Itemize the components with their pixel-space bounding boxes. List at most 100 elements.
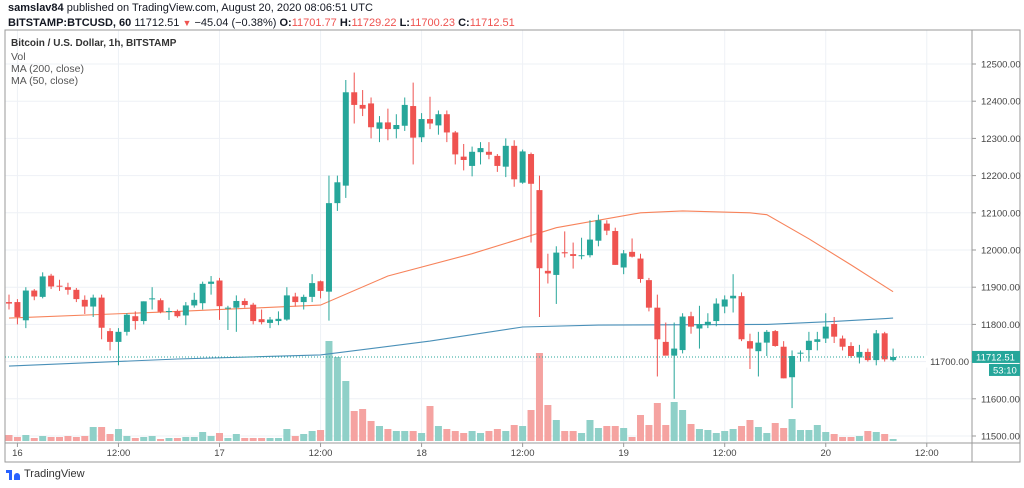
volume-bar [199, 432, 207, 441]
volume-bar [81, 436, 89, 441]
price-tick-label: 11500.00 [981, 432, 1020, 443]
volume-bar [594, 428, 602, 441]
candle-body [848, 345, 854, 357]
candle-body [342, 92, 349, 186]
moving-averages [8, 210, 894, 367]
candle-body [553, 252, 560, 275]
time-tick-label: 12:00 [107, 448, 131, 459]
candle-body [165, 311, 172, 313]
volume-bar [477, 433, 485, 441]
publish-text: published on TradingView.com, August 20,… [66, 2, 373, 14]
volume-bar [22, 435, 30, 441]
volume-bar [317, 430, 325, 441]
time-tick-label: 16 [12, 448, 23, 459]
volume-bar [291, 436, 299, 441]
candle-body [637, 258, 644, 280]
close-value: 11712.51 [469, 17, 515, 29]
candle-body [645, 280, 652, 308]
down-triangle-icon: ▼ [182, 18, 192, 28]
candle-body [603, 223, 610, 231]
volume-bar [64, 436, 72, 441]
legend-ma200[interactable]: MA (200, close) [11, 63, 84, 75]
candle-body [485, 151, 492, 155]
candle-body [738, 296, 745, 340]
volume-bar [98, 427, 106, 441]
volume-bar [409, 431, 417, 441]
candle-body [435, 114, 442, 126]
volume-bar [165, 438, 173, 441]
price-tick-label: 12100.00 [981, 208, 1021, 219]
volume-bar [148, 436, 156, 441]
legend-vol[interactable]: Vol [11, 51, 26, 63]
time-tick-label: 12:00 [309, 448, 333, 459]
volume-bar [502, 431, 510, 441]
logo-text: TradingView [24, 468, 85, 480]
price-tick-label: 12500.00 [981, 60, 1021, 71]
volume-bar [114, 429, 122, 441]
candle-body [98, 297, 105, 328]
candle-body [376, 122, 383, 129]
volume-bar [872, 432, 880, 441]
volume-bars [5, 341, 897, 441]
volume-bar [367, 421, 375, 441]
volume-bar [552, 420, 560, 441]
candle-body [839, 338, 846, 347]
volume-bar [788, 419, 796, 441]
price-tick-label: 12300.00 [981, 134, 1021, 145]
candle-body [772, 331, 779, 346]
author-name[interactable]: samslav84 [8, 2, 64, 14]
volume-bar [763, 433, 771, 441]
candle-body [713, 303, 720, 322]
candle-body [469, 151, 476, 166]
candle-body [258, 319, 265, 323]
volume-bar [434, 426, 442, 441]
chart-title: Bitcoin / U.S. Dollar, 1h, BITSTAMP [11, 38, 177, 49]
price-tick-label: 11700.00 [930, 357, 969, 368]
candle-body [856, 351, 863, 358]
candle-body [822, 326, 829, 339]
candle-body [427, 119, 433, 124]
legend-ma50[interactable]: MA (50, close) [11, 75, 79, 87]
volume-bar [687, 424, 695, 441]
candle-body [561, 252, 568, 254]
candle-body [123, 314, 130, 332]
candle-body [351, 92, 358, 105]
candle-body [401, 104, 408, 126]
volume-bar [274, 438, 282, 441]
high-label: H: [339, 17, 352, 29]
axes[interactable]: 11500.00 11600.00 11700.00 11800.00 11900.00… [4, 29, 1021, 463]
candle-body [671, 348, 678, 356]
candle-body [443, 114, 450, 133]
candle-body [477, 148, 484, 153]
volume-bar [855, 436, 863, 441]
time-tick-label: 17 [214, 448, 225, 459]
candle-body [283, 295, 290, 320]
current-price-tag [972, 350, 1020, 363]
volume-bar [578, 433, 586, 441]
candle-body [688, 316, 695, 327]
candle-body [6, 302, 12, 304]
volume-bar [830, 434, 838, 441]
volume-bar [359, 409, 367, 441]
tradingview-logo[interactable]: TradingView [6, 468, 85, 481]
volume-bar [754, 427, 762, 441]
volume-bar [375, 426, 383, 441]
volume-bar [207, 436, 215, 441]
volume-bar [72, 437, 80, 441]
last-price: 11712.51 [134, 17, 180, 29]
candle-body [90, 297, 97, 307]
candle-body [14, 302, 21, 317]
volume-bar [586, 420, 594, 441]
price-tick-label-bg [926, 355, 970, 368]
volume-bar [140, 437, 148, 441]
candle-body [721, 299, 728, 307]
candle-body [317, 281, 324, 291]
volume-bar [561, 431, 569, 441]
symbol-info: BITSTAMP:BTCUSD, 60 11712.51 ▼ −45.04 (−… [8, 17, 515, 30]
candle-body [679, 316, 686, 351]
candle-body [107, 331, 114, 342]
volume-bar [679, 410, 687, 441]
candle-body [536, 190, 543, 269]
candle-body [115, 331, 122, 342]
